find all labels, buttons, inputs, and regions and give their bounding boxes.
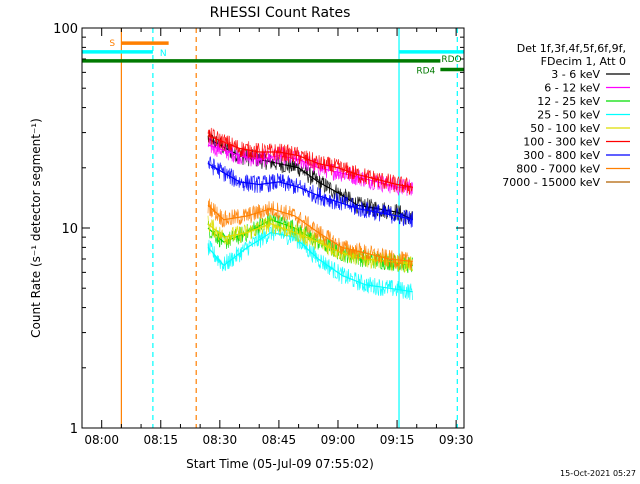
x-tick-label: 08:45 (262, 433, 297, 447)
annotation-bars-group: S N RDO RD4 (82, 39, 464, 77)
series-noise-trace (207, 156, 413, 228)
legend-entry-label: 3 - 6 keV (551, 68, 600, 81)
legend-entry-label: 12 - 25 keV (537, 95, 600, 108)
annotation-label: N (160, 49, 167, 59)
y-tick-label: 1 (70, 422, 78, 437)
series-noise-trace (207, 223, 413, 301)
series-noise-trace (207, 198, 413, 271)
y-axis-label: Count Rate (s⁻¹ detector segment⁻¹) (29, 118, 43, 338)
plot-frame (81, 27, 465, 429)
x-tick-label: 08:15 (143, 433, 178, 447)
x-tick-label: 09:00 (321, 433, 356, 447)
legend-entry-label: 300 - 800 keV (523, 149, 600, 162)
legend: Det 1f,3f,4f,5f,6f,9f,FDecim 1, Att 03 -… (502, 42, 630, 189)
footer-timestamp: 15-Oct-2021 05:27 (560, 469, 636, 478)
x-tick-label: 09:30 (439, 433, 474, 447)
legend-entry-label: 800 - 7000 keV (516, 163, 600, 176)
legend-entry-label: 6 - 12 keV (544, 82, 600, 95)
legend-header-line: Det 1f,3f,4f,5f,6f,9f, (517, 42, 626, 55)
x-tick-label: 08:00 (84, 433, 119, 447)
annotation-label: RD4 (416, 67, 435, 77)
annotation-label: S (109, 39, 115, 49)
x-axis-label: Start Time (05-Jul-09 07:55:02) (186, 457, 374, 471)
axis-ticks-group: 08:00 08:15 08:30 08:45 09:00 09:15 09:30 1 10 10… (53, 22, 473, 447)
legend-entry-label: 50 - 100 keV (530, 122, 600, 135)
x-tick-label: 08:30 (203, 433, 238, 447)
legend-entry-label: 25 - 50 keV (537, 109, 600, 122)
y-tick-label: 100 (53, 22, 78, 37)
series-group (207, 127, 414, 301)
series-line (207, 134, 413, 188)
legend-entry-label: 7000 - 15000 keV (502, 176, 600, 189)
series-noise-trace (207, 127, 413, 196)
legend-entry-label: 100 - 300 keV (523, 136, 600, 149)
x-tick-label: 09:15 (380, 433, 415, 447)
annotation-label: RDO (441, 55, 461, 65)
chart-title: RHESSI Count Rates (210, 5, 351, 21)
legend-header-line: FDecim 1, Att 0 (541, 55, 626, 68)
y-tick-label: 10 (61, 222, 78, 237)
